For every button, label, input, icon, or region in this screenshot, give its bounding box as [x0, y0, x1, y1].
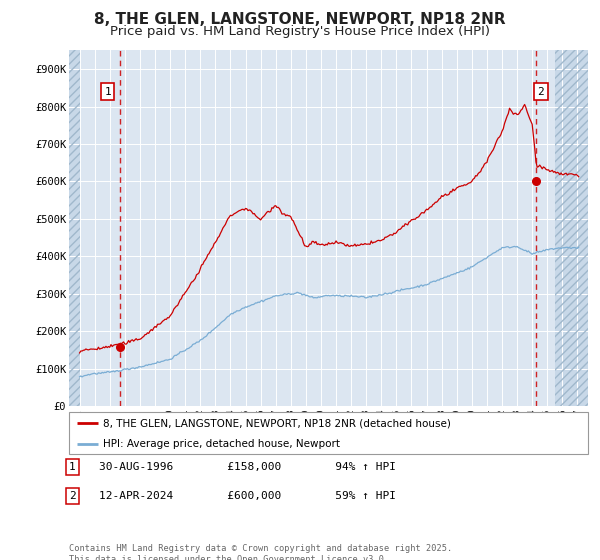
Text: Contains HM Land Registry data © Crown copyright and database right 2025.
This d: Contains HM Land Registry data © Crown c…	[69, 544, 452, 560]
Text: 8, THE GLEN, LANGSTONE, NEWPORT, NP18 2NR (detached house): 8, THE GLEN, LANGSTONE, NEWPORT, NP18 2N…	[103, 418, 451, 428]
Text: 30-AUG-1996        £158,000        94% ↑ HPI: 30-AUG-1996 £158,000 94% ↑ HPI	[99, 462, 396, 472]
Text: 12-APR-2024        £600,000        59% ↑ HPI: 12-APR-2024 £600,000 59% ↑ HPI	[99, 491, 396, 501]
Bar	[555, 50, 588, 406]
Bar	[69, 50, 80, 406]
Text: Price paid vs. HM Land Registry's House Price Index (HPI): Price paid vs. HM Land Registry's House …	[110, 25, 490, 38]
Text: 8, THE GLEN, LANGSTONE, NEWPORT, NP18 2NR: 8, THE GLEN, LANGSTONE, NEWPORT, NP18 2N…	[94, 12, 506, 27]
Bar	[555, 50, 588, 406]
Bar	[69, 50, 80, 406]
FancyBboxPatch shape	[69, 412, 588, 454]
Text: 1: 1	[69, 462, 76, 472]
Text: 2: 2	[69, 491, 76, 501]
Text: 1: 1	[104, 87, 111, 96]
Text: HPI: Average price, detached house, Newport: HPI: Average price, detached house, Newp…	[103, 440, 340, 449]
Text: 2: 2	[538, 87, 544, 96]
